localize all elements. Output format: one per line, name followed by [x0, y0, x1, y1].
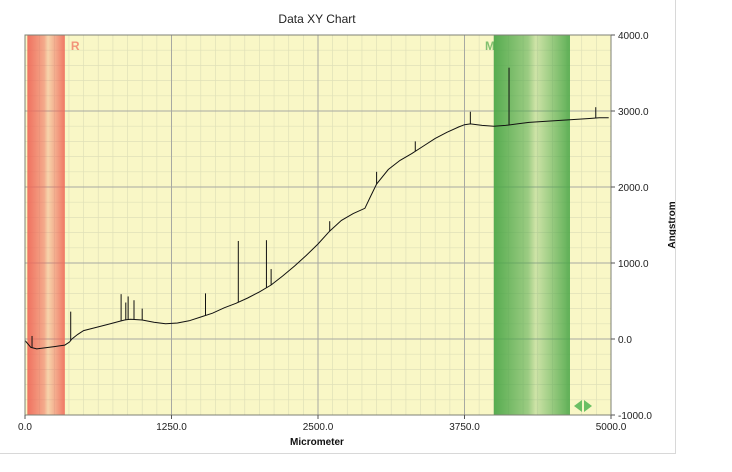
region-m: [493, 35, 570, 415]
y-tick-label: 0.0: [618, 335, 632, 346]
y-tick-label: -1000.0: [618, 411, 652, 422]
series-line: [24, 117, 609, 350]
y-tick-label: 4000.0: [618, 31, 649, 42]
region-label: R: [71, 39, 80, 53]
x-axis-label: Micrometer: [290, 437, 344, 448]
y-tick-label: 3000.0: [618, 107, 649, 118]
chart-title: Data XY Chart: [278, 12, 356, 26]
y-tick-label: 2000.0: [618, 183, 649, 194]
x-tick-label: 1250.0: [156, 422, 187, 433]
scroll-left-icon[interactable]: [574, 400, 582, 412]
x-tick-label: 3750.0: [449, 422, 480, 433]
horizontal-scroll-arrows[interactable]: [574, 400, 592, 412]
x-tick-label: 5000.0: [596, 422, 627, 433]
axes: 0.0 1250.0 2500.0 3750.0 5000.0 4000.0 3000.0 2…: [18, 31, 652, 433]
scroll-right-icon[interactable]: [584, 400, 592, 412]
region-r: [27, 35, 65, 415]
y-tick-label: 1000.0: [618, 259, 649, 270]
x-tick-label: 2500.0: [303, 422, 334, 433]
data-series: [24, 67, 609, 350]
region-label: M: [485, 39, 495, 53]
x-tick-label: 0.0: [18, 422, 32, 433]
y-axis-label: Angstrom: [667, 201, 676, 248]
